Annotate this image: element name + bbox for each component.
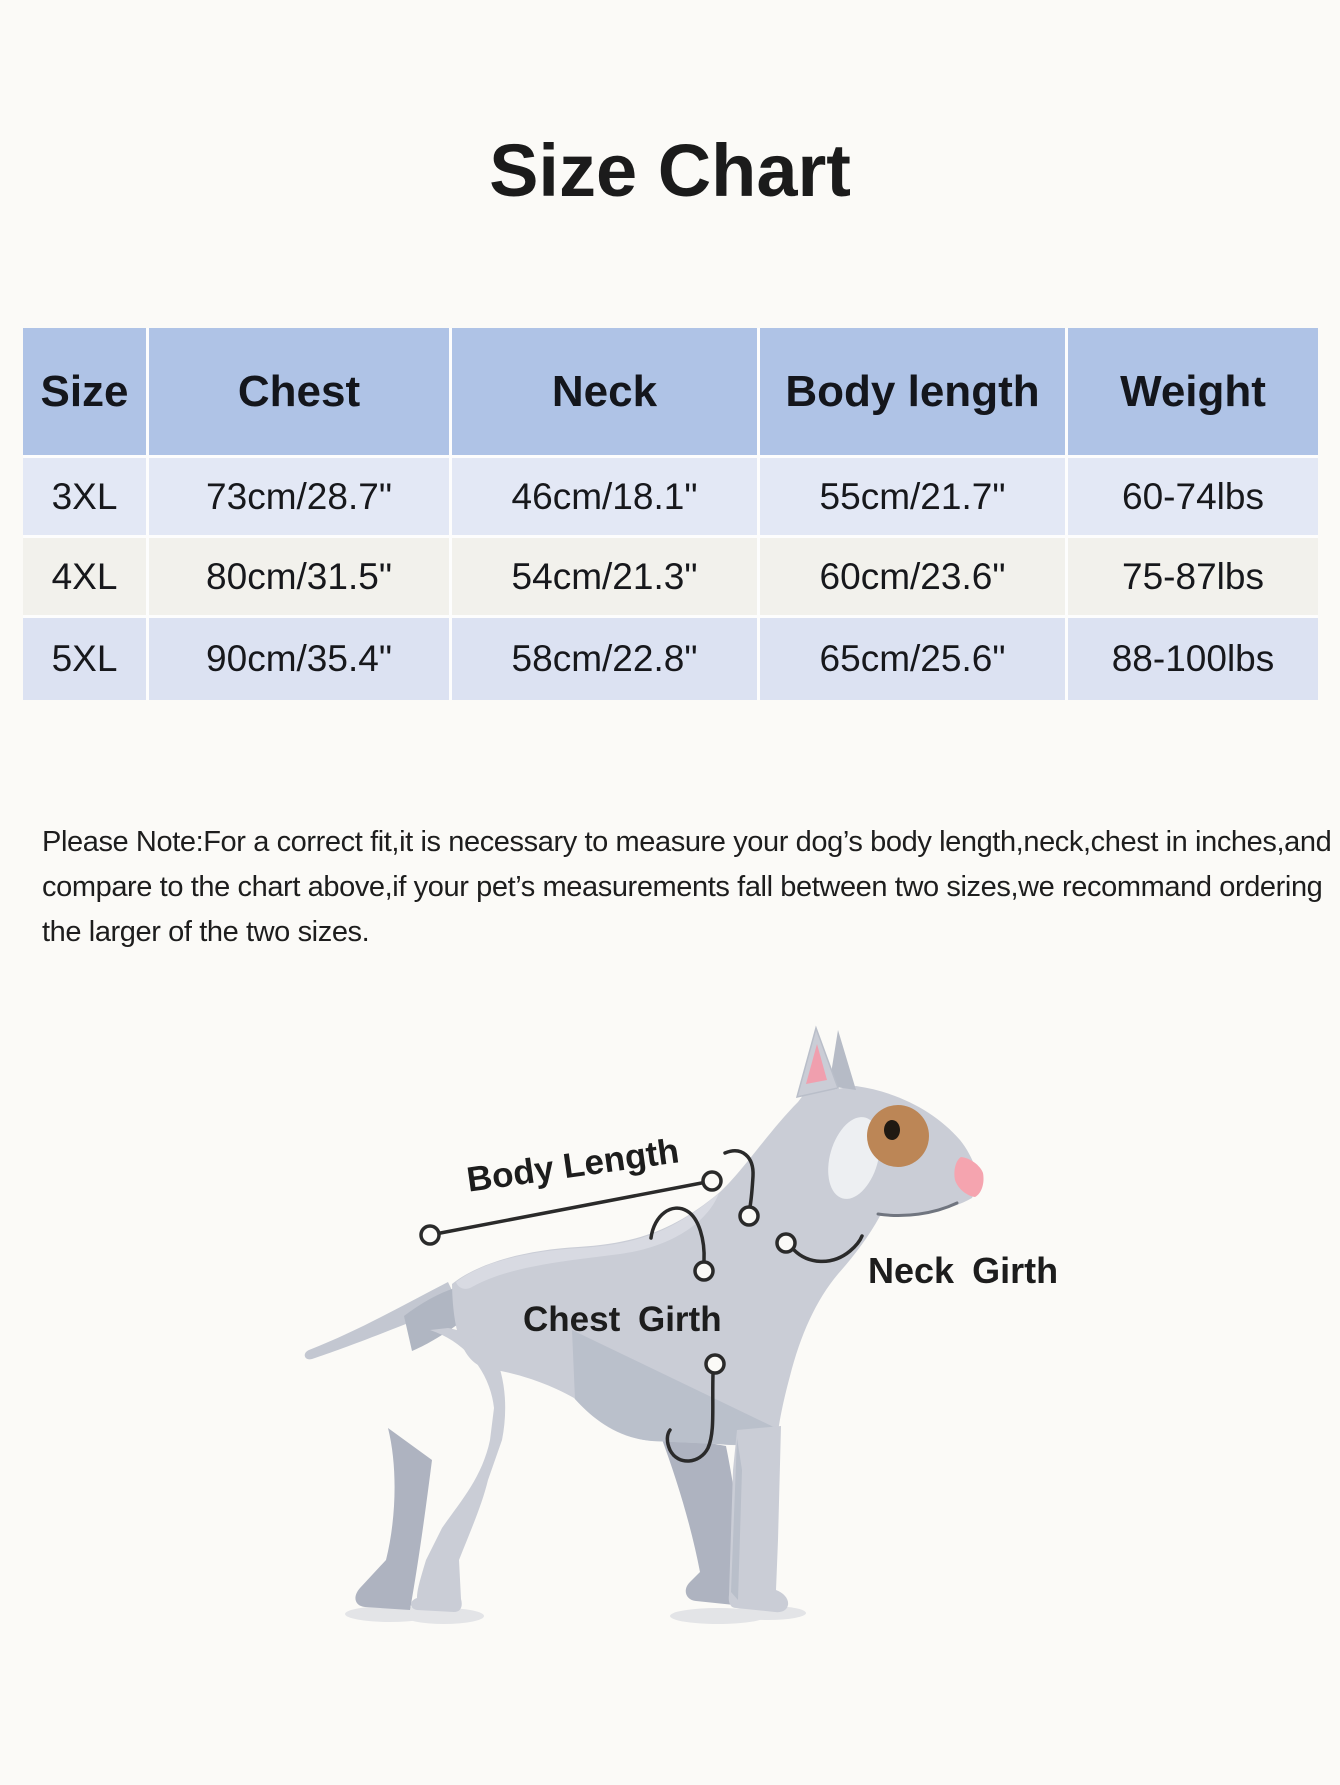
dog-leg-separation-shade — [731, 1438, 742, 1600]
chest-girth-hook — [665, 1372, 715, 1463]
cell-4xl-body-length: 60cm/23.6" — [760, 538, 1065, 615]
cell-3xl-weight: 60-74lbs — [1068, 458, 1318, 535]
cell-4xl-weight: 75-87lbs — [1068, 538, 1318, 615]
column-header-weight: Weight — [1068, 328, 1318, 455]
size-chart-table: Size Chest Neck Body length Weight 3XL 7… — [23, 328, 1318, 700]
body-length-start-point — [419, 1224, 441, 1246]
neck-girth-label: Neck Girth — [868, 1250, 1059, 1291]
dog-eye — [884, 1120, 900, 1140]
cell-5xl-neck: 58cm/22.8" — [452, 618, 757, 700]
column-header-chest: Chest — [149, 328, 449, 455]
chest-girth-point-upper — [693, 1260, 715, 1282]
fit-measurement-note: Please Note:For a correct fit,it is nece… — [42, 826, 1332, 948]
dog-far-ear — [829, 1030, 856, 1090]
body-length-end-point — [701, 1170, 723, 1192]
column-header-body-length: Body length — [760, 328, 1065, 455]
dog-belly-shade — [572, 1330, 780, 1445]
cell-5xl-body-length: 65cm/25.6" — [760, 618, 1065, 700]
body-length-line — [428, 1179, 714, 1237]
cell-3xl-body-length: 55cm/21.7" — [760, 458, 1065, 535]
page-title: Size Chart — [489, 129, 851, 212]
cell-3xl-neck: 46cm/18.1" — [452, 458, 757, 535]
chest-girth-shoulder-arc — [649, 1206, 706, 1263]
cell-4xl-neck: 54cm/21.3" — [452, 538, 757, 615]
body-length-neck-hook — [723, 1149, 755, 1209]
cell-4xl-chest: 80cm/31.5" — [149, 538, 449, 615]
cell-5xl-size: 5XL — [23, 618, 146, 700]
cell-5xl-chest: 90cm/35.4" — [149, 618, 449, 700]
dog-tail — [304, 1282, 458, 1360]
dog-ear-inner — [806, 1044, 827, 1084]
neck-girth-arc — [792, 1234, 864, 1264]
column-header-size: Size — [23, 328, 146, 455]
neck-girth-point — [775, 1232, 797, 1254]
dog-near-front-leg — [728, 1426, 789, 1613]
dog-face-blaze — [828, 1117, 880, 1199]
chest-girth-point-lower — [704, 1353, 726, 1375]
cell-3xl-size: 3XL — [23, 458, 146, 535]
dog-nose — [954, 1157, 984, 1197]
neck-point-upper — [738, 1205, 760, 1227]
cell-3xl-chest: 73cm/28.7" — [149, 458, 449, 535]
dog-back-highlight — [456, 1193, 719, 1289]
dog-tail-shadow — [404, 1288, 461, 1351]
cell-5xl-weight: 88-100lbs — [1068, 618, 1318, 700]
chest-girth-label: Chest Girth — [523, 1300, 722, 1339]
dog-far-front-leg — [660, 1434, 744, 1606]
column-header-neck: Neck — [452, 328, 757, 455]
dog-near-rear-leg — [410, 1328, 506, 1612]
dog-far-rear-leg — [355, 1428, 432, 1610]
cell-4xl-size: 4XL — [23, 538, 146, 615]
dog-illustration — [304, 1025, 984, 1624]
dog-mouth-line — [876, 1201, 959, 1217]
dog-measurement-diagram: Body Length Chest Girth Neck Girth — [220, 1000, 1080, 1760]
